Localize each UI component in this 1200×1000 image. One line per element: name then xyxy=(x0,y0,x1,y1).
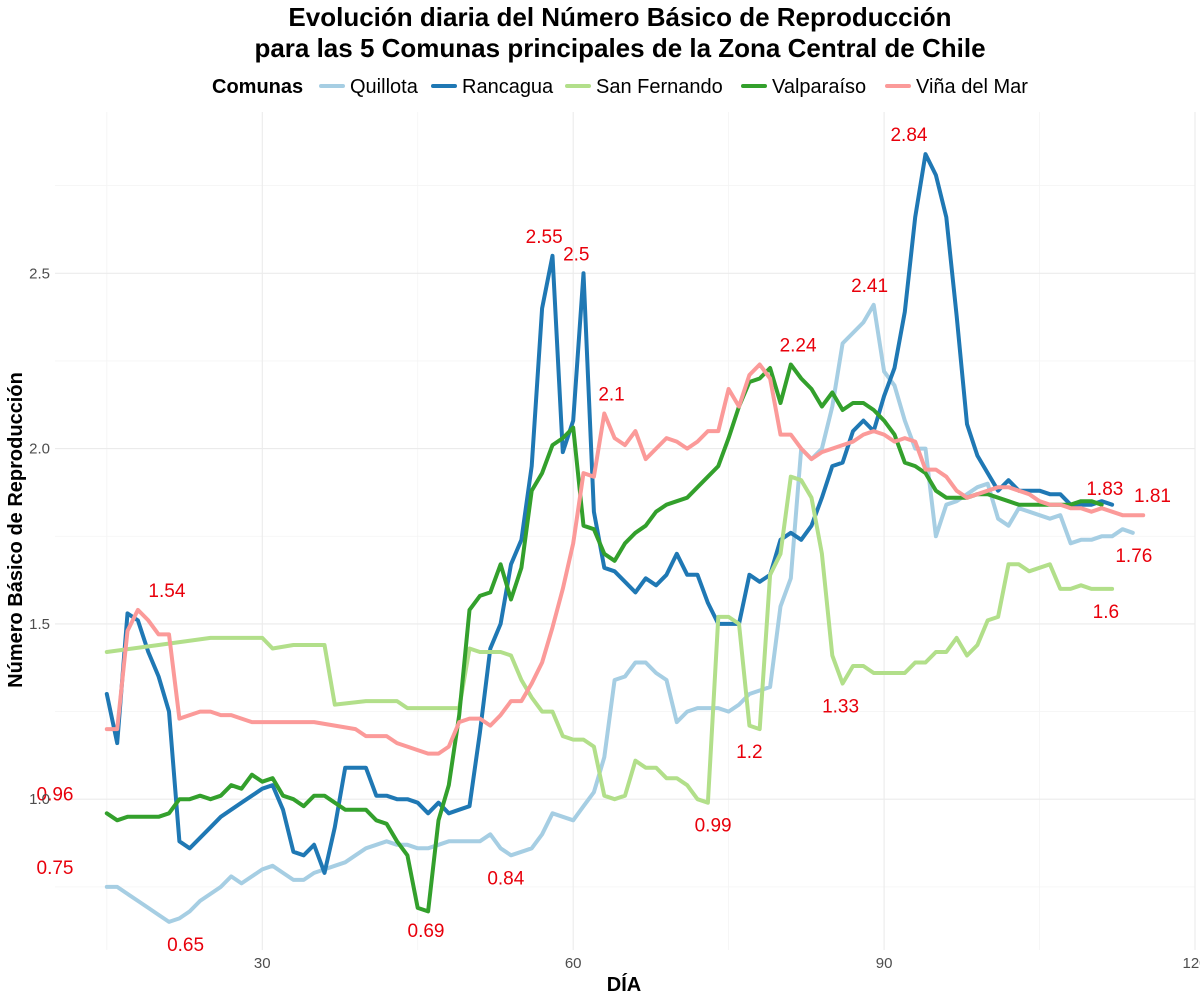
series-line-vina-del-mar xyxy=(104,362,1146,756)
data-label: 0.65 xyxy=(167,935,204,956)
legend-title: Comunas xyxy=(212,76,303,98)
data-label: 0.84 xyxy=(487,868,524,889)
data-label: 2.41 xyxy=(851,276,888,297)
series-line-san-fernando xyxy=(104,474,1115,805)
data-label: 0.96 xyxy=(37,784,74,805)
x-tick-label: 120 xyxy=(1182,955,1200,972)
chart-title-line-2: para las 5 Comunas principales de la Zon… xyxy=(254,33,985,63)
legend-label: Quillota xyxy=(350,76,419,98)
legend-item: Quillota xyxy=(319,76,419,98)
data-label: 1.54 xyxy=(148,581,185,602)
data-label: 2.5 xyxy=(563,244,589,265)
legend-item: Valparaíso xyxy=(741,76,866,98)
data-label: 1.33 xyxy=(822,697,859,718)
legend-label: Valparaíso xyxy=(772,76,866,98)
legend: Comunas Quillota Rancagua San Fernando Valpa… xyxy=(212,76,1028,98)
plot-grid xyxy=(55,112,1196,950)
y-tick-label: 1.5 xyxy=(29,616,50,633)
data-label: 0.75 xyxy=(37,858,74,879)
series-line-rancagua xyxy=(104,152,1115,875)
y-tick-label: 1.0 xyxy=(29,791,50,808)
x-tick-label: 60 xyxy=(565,955,582,972)
y-tick-label: 2.5 xyxy=(29,265,50,282)
data-label: 0.99 xyxy=(695,816,732,837)
x-tick-label: 30 xyxy=(254,955,271,972)
legend-label: Viña del Mar xyxy=(916,76,1028,98)
legend-label: Rancagua xyxy=(462,76,554,98)
data-label: 1.2 xyxy=(736,742,762,763)
data-label: 2.24 xyxy=(780,335,817,356)
legend-item: San Fernando xyxy=(565,76,723,98)
data-label: 1.76 xyxy=(1115,546,1152,567)
legend-item: Rancagua xyxy=(431,76,554,98)
y-tick-label: 2.0 xyxy=(29,441,50,458)
data-label: 2.55 xyxy=(526,227,563,248)
legend-label: San Fernando xyxy=(596,76,723,98)
series-layer xyxy=(104,152,1146,924)
data-label: 2.84 xyxy=(890,125,927,146)
data-label: 2.1 xyxy=(598,385,624,406)
data-label: 1.81 xyxy=(1134,486,1171,507)
data-label: 1.83 xyxy=(1086,479,1123,500)
chart-title-line-1: Evolución diaria del Número Básico de Re… xyxy=(288,2,951,32)
annotation-layer: 1.54 0.96 0.75 0.65 0.69 0.84 2.552.5 2.1 0.99 1.… xyxy=(37,125,1171,956)
legend-item: Viña del Mar xyxy=(885,76,1028,98)
x-tick-label: 90 xyxy=(876,955,893,972)
data-label: 1.6 xyxy=(1093,602,1119,623)
x-axis-title: DÍA xyxy=(607,973,641,996)
axis-ticks: 30 60 90 120 1.0 1.5 2.0 2.5 xyxy=(29,265,1200,972)
series-line-valparaiso xyxy=(104,362,1104,914)
data-label: 0.69 xyxy=(408,921,445,942)
y-axis-title: Número Básico de Reproducción xyxy=(5,372,27,688)
